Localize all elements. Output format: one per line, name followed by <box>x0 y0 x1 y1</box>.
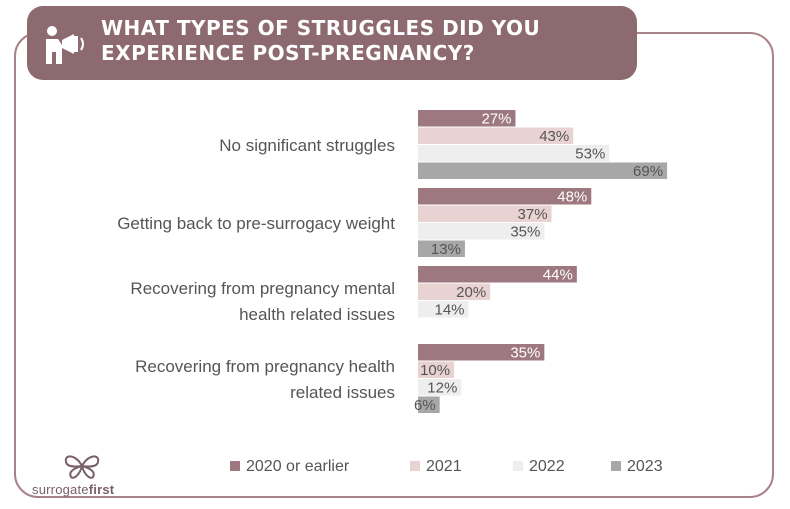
bar-2021 <box>418 127 574 144</box>
legend-label: 2020 or earlier <box>246 458 350 475</box>
data-label: 44% <box>543 267 573 284</box>
chart-frame <box>14 32 774 498</box>
category-label: related issues <box>290 383 395 402</box>
bar-2021 <box>418 205 552 222</box>
butterfly-logo-icon <box>64 455 100 479</box>
bar-2021 <box>418 283 491 300</box>
bar-2023 <box>418 162 668 179</box>
category-label: Recovering from pregnancy health <box>135 357 395 376</box>
bar-2022 <box>418 145 610 162</box>
category-label: health related issues <box>239 305 395 324</box>
brand-name: surrogatefirst <box>32 482 114 497</box>
data-label: 37% <box>518 206 548 223</box>
category-label: No significant struggles <box>219 136 395 155</box>
data-label: 43% <box>539 128 569 145</box>
bar-2020-or-earlier <box>418 266 577 283</box>
legend-label: 2022 <box>529 458 565 475</box>
brand-name-bold: first <box>88 482 115 497</box>
legend-swatch <box>611 461 621 471</box>
bar-2020-or-earlier <box>418 188 592 205</box>
data-label: 53% <box>575 146 605 163</box>
bar-2020-or-earlier <box>418 344 545 361</box>
data-label: 35% <box>510 224 540 241</box>
brand-logo: surrogatefirst <box>32 452 132 500</box>
legend-label: 2023 <box>627 458 663 475</box>
data-label: 20% <box>456 284 486 301</box>
megaphone-person-icon <box>46 26 84 64</box>
data-label: 13% <box>431 241 461 258</box>
data-label: 69% <box>633 163 663 180</box>
bar-2022 <box>418 223 545 240</box>
data-label: 6% <box>414 397 436 414</box>
legend-swatch <box>410 461 420 471</box>
data-label: 27% <box>481 111 511 128</box>
legend-swatch <box>513 461 523 471</box>
category-label: Recovering from pregnancy mental <box>130 279 395 298</box>
bar-2022 <box>418 301 469 318</box>
legend-label: 2021 <box>426 458 462 475</box>
chart-title: WHAT TYPES OF STRUGGLES DID YOU EXPERIEN… <box>101 16 541 65</box>
legend-swatch <box>230 461 240 471</box>
data-label: 10% <box>420 362 450 379</box>
data-label: 35% <box>510 345 540 362</box>
data-label: 12% <box>427 380 457 397</box>
data-label: 14% <box>435 302 465 319</box>
bar-2023 <box>418 240 465 257</box>
data-label: 48% <box>557 189 587 206</box>
bar-2022 <box>418 379 462 396</box>
bar-2023 <box>418 396 440 413</box>
bar-2020-or-earlier <box>418 110 516 127</box>
brand-name-light: surrogate <box>32 482 89 497</box>
category-label: Getting back to pre-surrogacy weight <box>117 214 395 233</box>
bar-2021 <box>418 361 455 378</box>
header-banner: WHAT TYPES OF STRUGGLES DID YOU EXPERIEN… <box>27 6 637 80</box>
